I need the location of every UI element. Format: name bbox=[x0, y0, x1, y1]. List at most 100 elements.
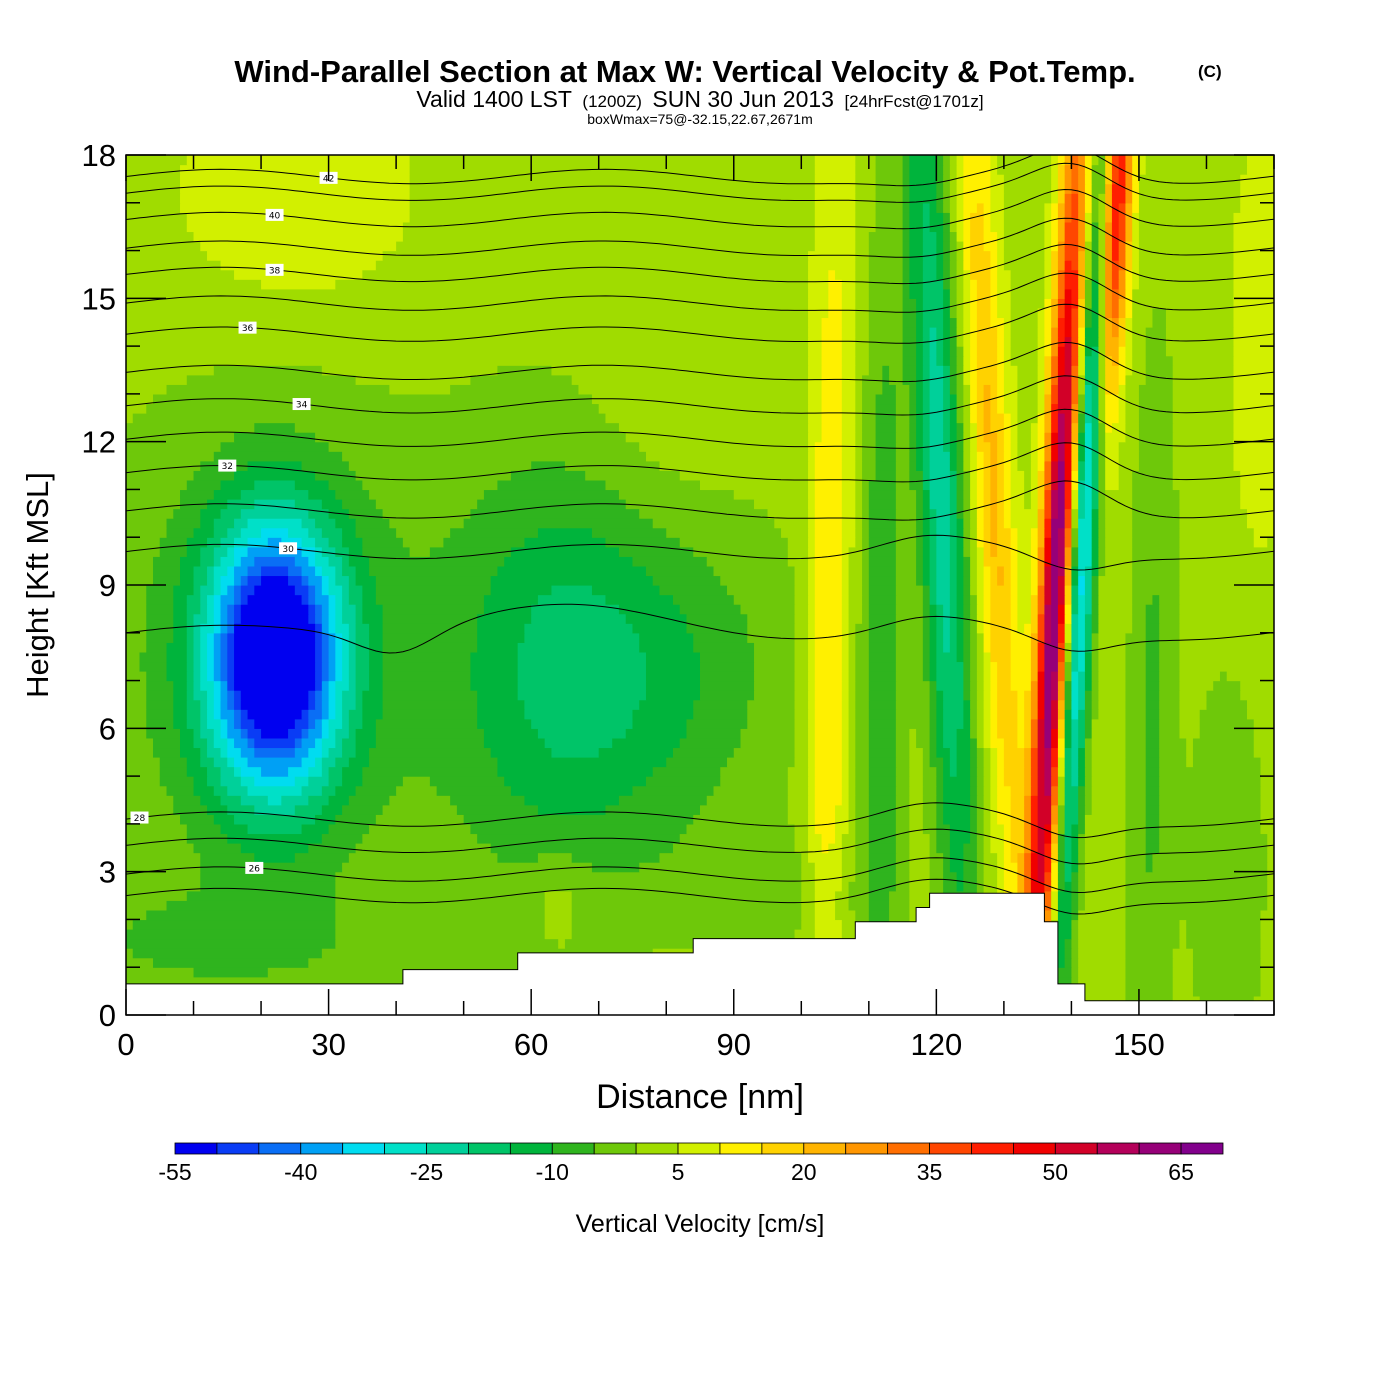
w-cell bbox=[1064, 776, 1073, 787]
w-cell bbox=[895, 642, 924, 653]
w-cell bbox=[220, 537, 235, 548]
w-cell bbox=[1051, 422, 1059, 433]
w-cell bbox=[855, 737, 870, 749]
w-cell bbox=[1091, 317, 1100, 328]
w-cell bbox=[342, 862, 593, 873]
w-cell bbox=[814, 881, 843, 892]
w-cell bbox=[997, 814, 1012, 825]
w-cell bbox=[956, 374, 964, 385]
w-cell bbox=[321, 565, 336, 577]
w-cell bbox=[949, 852, 964, 863]
w-cell bbox=[990, 604, 1012, 615]
w-cell bbox=[544, 909, 573, 921]
w-cell bbox=[997, 164, 1052, 175]
w-cell bbox=[929, 642, 937, 653]
w-cell bbox=[126, 804, 174, 815]
w-cell bbox=[963, 699, 971, 710]
w-cell bbox=[1051, 451, 1059, 462]
w-cell bbox=[308, 728, 323, 739]
w-cell bbox=[895, 728, 910, 739]
w-cell bbox=[450, 795, 526, 806]
w-cell bbox=[767, 508, 809, 519]
w-cell bbox=[1044, 862, 1052, 873]
w-cell bbox=[1192, 948, 1262, 959]
w-cell bbox=[997, 393, 1005, 405]
w-cell bbox=[1057, 432, 1066, 443]
w-cell bbox=[895, 718, 931, 729]
w-cell bbox=[348, 546, 363, 557]
w-cell bbox=[605, 804, 701, 815]
w-cell bbox=[997, 441, 1005, 452]
w-cell bbox=[220, 795, 242, 806]
w-cell bbox=[808, 489, 816, 500]
w-cell bbox=[240, 766, 262, 777]
w-cell bbox=[618, 422, 809, 433]
w-cell bbox=[477, 718, 532, 729]
w-cell bbox=[889, 365, 904, 376]
w-cell bbox=[990, 269, 998, 280]
w-cell bbox=[909, 728, 917, 739]
w-cell bbox=[1179, 546, 1274, 557]
w-cell bbox=[213, 699, 222, 710]
w-cell bbox=[146, 690, 174, 701]
w-cell bbox=[1003, 174, 1052, 185]
w-cell bbox=[976, 508, 985, 519]
w-cell bbox=[1145, 728, 1160, 739]
w-cell bbox=[1003, 575, 1012, 586]
w-cell bbox=[605, 594, 674, 605]
w-cell bbox=[895, 862, 910, 873]
w-cell bbox=[929, 737, 937, 749]
w-cell bbox=[983, 432, 998, 443]
w-cell bbox=[1125, 193, 1133, 204]
w-cell bbox=[841, 642, 850, 653]
w-cell bbox=[1078, 479, 1086, 491]
w-cell bbox=[1017, 441, 1032, 452]
w-cell bbox=[1057, 269, 1066, 280]
w-cell bbox=[240, 527, 262, 538]
w-cell bbox=[1132, 231, 1140, 242]
w-cell bbox=[1098, 680, 1127, 691]
w-cell bbox=[186, 642, 195, 653]
w-cell bbox=[970, 623, 978, 634]
w-cell bbox=[835, 814, 850, 825]
w-cell bbox=[1051, 757, 1059, 768]
w-cell bbox=[1003, 212, 1045, 223]
w-cell bbox=[997, 709, 1018, 720]
w-cell bbox=[754, 661, 796, 672]
pot-temp-contour-34 bbox=[126, 375, 1274, 416]
w-cell bbox=[207, 766, 222, 777]
w-cell bbox=[1064, 623, 1073, 634]
w-cell bbox=[645, 565, 715, 577]
w-cell bbox=[1078, 718, 1086, 729]
w-cell bbox=[375, 737, 485, 749]
w-cell bbox=[1260, 948, 1274, 959]
w-cell bbox=[1024, 833, 1032, 844]
w-cell bbox=[909, 766, 924, 777]
w-cell bbox=[855, 202, 877, 213]
w-cell bbox=[294, 556, 309, 567]
w-cell bbox=[902, 279, 910, 290]
w-cell bbox=[963, 499, 971, 510]
w-cell bbox=[234, 575, 242, 586]
w-cell bbox=[1037, 737, 1045, 749]
w-cell bbox=[909, 221, 924, 233]
w-cell bbox=[1145, 164, 1248, 175]
w-cell bbox=[1003, 470, 1012, 481]
w-cell bbox=[321, 604, 330, 615]
w-cell bbox=[1091, 623, 1100, 634]
w-cell bbox=[234, 680, 316, 691]
w-cell bbox=[1071, 909, 1079, 921]
w-cell bbox=[1253, 718, 1274, 729]
contour-label-box bbox=[238, 321, 257, 334]
w-cell bbox=[126, 393, 154, 405]
w-cell bbox=[1010, 441, 1018, 452]
w-cell bbox=[895, 737, 910, 749]
w-cell bbox=[234, 565, 249, 577]
w-cell bbox=[976, 460, 985, 471]
w-cell bbox=[787, 776, 809, 787]
w-cell bbox=[348, 671, 357, 682]
w-cell bbox=[247, 537, 269, 548]
w-cell bbox=[1145, 642, 1160, 653]
w-cell bbox=[328, 795, 350, 806]
w-cell bbox=[335, 489, 370, 500]
